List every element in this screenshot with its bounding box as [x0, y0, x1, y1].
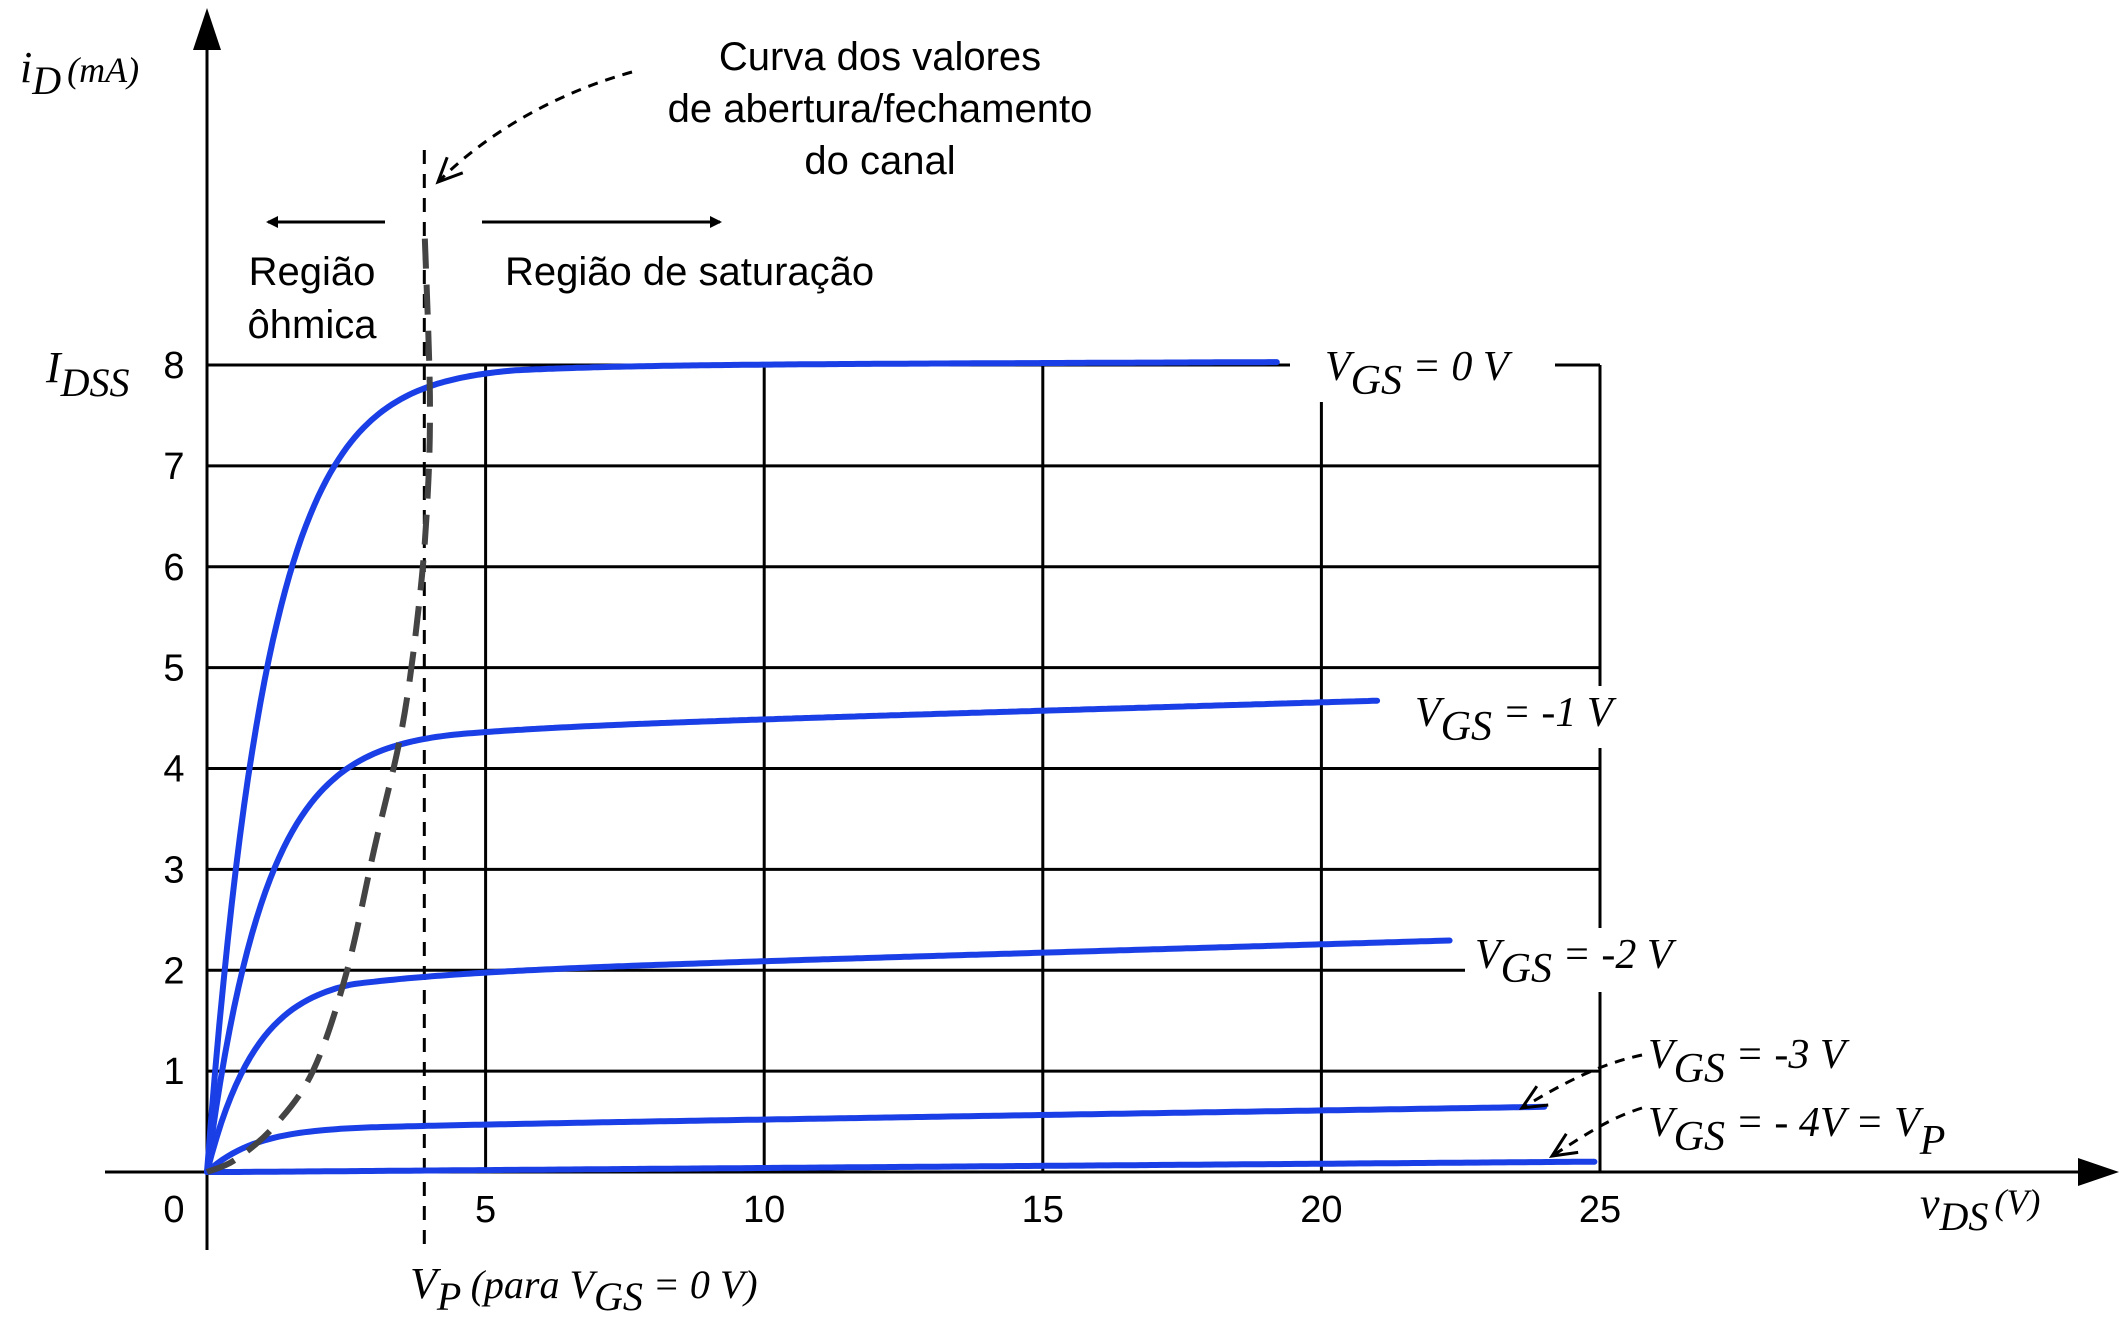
- y-tick-label-5: 5: [163, 648, 184, 690]
- y-tick-label-4: 4: [163, 749, 184, 791]
- x-axis-label: vDS (V): [1920, 1179, 2040, 1239]
- y-axis-label: iD (mA): [20, 43, 139, 103]
- y-tick-labels: 1 2 3 4 5 6 7 8: [163, 345, 184, 1093]
- x-tick-label-5: 5: [475, 1189, 496, 1231]
- y-tick-label-1: 1: [163, 1051, 184, 1093]
- grid: [207, 363, 1602, 1172]
- x-tick-labels: 5 10 15 20 25: [475, 1189, 1621, 1231]
- ohmic-region-label-line1: Região: [249, 250, 376, 294]
- y-tick-label-8: 8: [163, 345, 184, 387]
- svg-text:VGS = -1 V: VGS = -1 V: [1415, 690, 1617, 750]
- y-tick-label-3: 3: [163, 849, 184, 891]
- x-tick-label-15: 15: [1022, 1189, 1064, 1231]
- x-tick-label-10: 10: [743, 1189, 785, 1231]
- origin-label: 0: [163, 1189, 184, 1231]
- series-label-vgs-minus-1: VGS = -1 V: [1395, 686, 1635, 750]
- svg-text:VGS = - 4V = VP: VGS = - 4V = VP: [1648, 1100, 1945, 1164]
- series-curve-3: [204, 1103, 1548, 1175]
- curve-note-pointer: [435, 70, 633, 185]
- y-tick-label-2: 2: [163, 950, 184, 992]
- series-curve-0: [204, 359, 1280, 1175]
- curve-note-line2: de abertura/fechamento: [668, 87, 1093, 131]
- series-curve-4: [204, 1158, 1598, 1175]
- vgs-minus-4-pointer: [1548, 1106, 1643, 1158]
- idss-label: IDSS: [45, 343, 130, 405]
- svg-text:VGS = -2 V: VGS = -2 V: [1475, 932, 1677, 992]
- saturation-region-label: Região de saturação: [505, 250, 874, 294]
- x-tick-label-25: 25: [1579, 1189, 1621, 1231]
- series-curve-1: [204, 697, 1381, 1175]
- series-label-vgs-0: VGS = 0 V: [1290, 340, 1555, 404]
- series-curves: [204, 359, 1598, 1175]
- y-tick-label-6: 6: [163, 547, 184, 589]
- y-axis-arrowhead: [193, 8, 221, 50]
- series-label-vgs-minus-2: VGS = -2 V: [1465, 928, 1710, 992]
- series-label-vgs-minus-4: VGS = - 4V = VP: [1640, 1096, 1985, 1166]
- svg-text:VGS = -3 V: VGS = -3 V: [1648, 1032, 1850, 1092]
- curve-note-line3: do canal: [804, 139, 955, 183]
- series-curve-2: [204, 937, 1453, 1175]
- series-label-vgs-minus-3: VGS = -3 V: [1640, 1028, 1875, 1092]
- ohmic-region-label-line2: ôhmica: [248, 303, 378, 347]
- pinch-off-boundary-curve: [205, 223, 433, 1175]
- x-axis-arrowhead: [2078, 1158, 2119, 1186]
- svg-text:VGS = 0 V: VGS = 0 V: [1325, 344, 1513, 404]
- vp-label: VP (para VGS = 0 V): [410, 1259, 758, 1319]
- y-tick-label-7: 7: [163, 446, 184, 488]
- curve-note-line1: Curva dos valores: [719, 35, 1041, 79]
- vgs-minus-3-pointer: [1518, 1053, 1643, 1110]
- x-tick-label-20: 20: [1300, 1189, 1342, 1231]
